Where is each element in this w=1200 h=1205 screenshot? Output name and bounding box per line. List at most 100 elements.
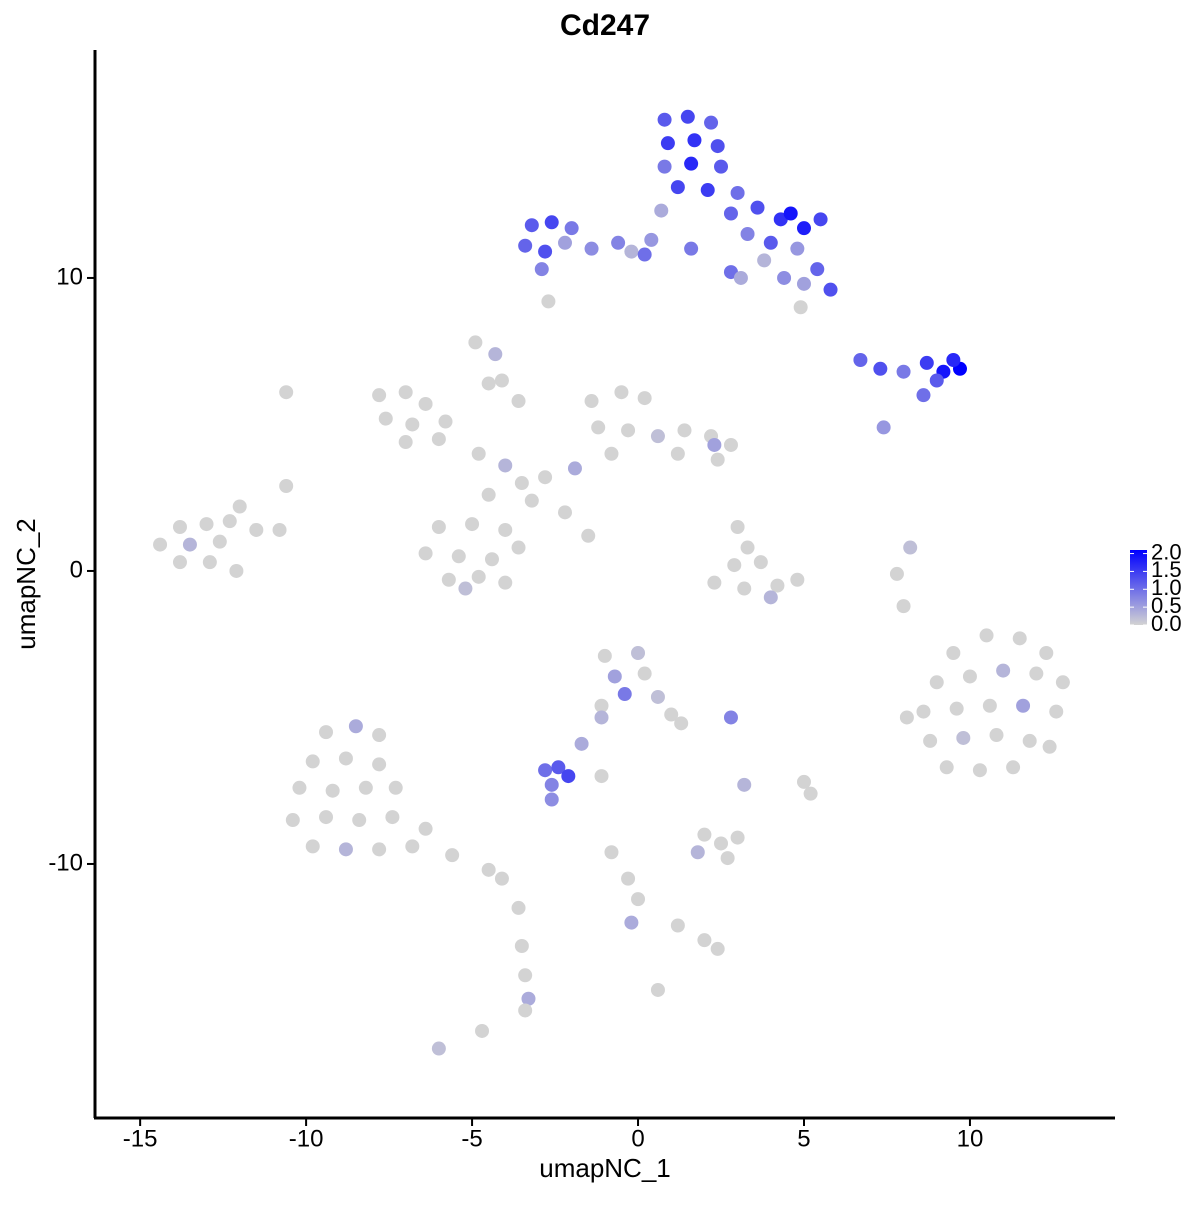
- point: [358, 780, 373, 795]
- point: [796, 276, 811, 291]
- point: [810, 262, 825, 277]
- point: [803, 786, 818, 801]
- point: [684, 241, 699, 256]
- point: [398, 435, 413, 450]
- x-axis-label: umapNC_1: [539, 1153, 671, 1183]
- color-tick-label: 1.0: [1151, 575, 1182, 600]
- point: [660, 136, 675, 151]
- point: [222, 514, 237, 529]
- x-tick-label: 10: [957, 1125, 984, 1152]
- point: [481, 376, 496, 391]
- point: [405, 839, 420, 854]
- point: [723, 437, 738, 452]
- point: [591, 420, 606, 435]
- y-tick-label: -10: [48, 849, 83, 876]
- point: [650, 429, 665, 444]
- point: [558, 235, 573, 250]
- point: [279, 385, 294, 400]
- point: [777, 270, 792, 285]
- point: [544, 777, 559, 792]
- point: [962, 669, 977, 684]
- point: [923, 733, 938, 748]
- point: [558, 505, 573, 520]
- point: [352, 813, 367, 828]
- point: [451, 549, 466, 564]
- point: [338, 842, 353, 857]
- point: [564, 221, 579, 236]
- point: [514, 939, 529, 954]
- point: [956, 730, 971, 745]
- point: [212, 534, 227, 549]
- point: [581, 528, 596, 543]
- point: [498, 575, 513, 590]
- x-tick-label: 5: [797, 1125, 810, 1152]
- color-tick-label: 0.0: [1151, 611, 1182, 636]
- point: [1039, 646, 1054, 661]
- point: [637, 247, 652, 262]
- point: [670, 918, 685, 933]
- point: [285, 813, 300, 828]
- point: [972, 763, 987, 778]
- point: [405, 417, 420, 432]
- point: [431, 432, 446, 447]
- point: [757, 253, 772, 268]
- point: [919, 355, 934, 370]
- y-axis-label: umapNC_2: [11, 518, 41, 650]
- point: [790, 572, 805, 587]
- point: [388, 780, 403, 795]
- point: [202, 555, 217, 570]
- point: [720, 851, 735, 866]
- point: [697, 827, 712, 842]
- point: [737, 581, 752, 596]
- point: [607, 669, 622, 684]
- point: [348, 719, 363, 734]
- point: [770, 578, 785, 593]
- point: [670, 180, 685, 195]
- point: [664, 707, 679, 722]
- point: [594, 710, 609, 725]
- point: [544, 792, 559, 807]
- y-tick-label: 0: [70, 556, 83, 583]
- color-tick-label: 1.5: [1151, 557, 1182, 582]
- point: [903, 540, 918, 555]
- point: [604, 845, 619, 860]
- point: [614, 385, 629, 400]
- point: [534, 262, 549, 277]
- point: [946, 646, 961, 661]
- point: [465, 517, 480, 532]
- point: [723, 710, 738, 725]
- point: [1022, 733, 1037, 748]
- point: [687, 133, 702, 148]
- point: [697, 933, 712, 948]
- point: [1029, 666, 1044, 681]
- point: [514, 476, 529, 491]
- point: [929, 675, 944, 690]
- point: [793, 300, 808, 315]
- point: [494, 373, 509, 388]
- point: [680, 109, 695, 124]
- point: [674, 716, 689, 731]
- point: [385, 810, 400, 825]
- point: [621, 871, 636, 886]
- point: [481, 862, 496, 877]
- point: [431, 520, 446, 535]
- x-tick-label: -5: [461, 1125, 482, 1152]
- point: [475, 1023, 490, 1038]
- point: [704, 115, 719, 130]
- point: [733, 270, 748, 285]
- point: [1006, 760, 1021, 775]
- point: [305, 839, 320, 854]
- x-tick-label: -15: [123, 1125, 158, 1152]
- point: [561, 769, 576, 784]
- point: [684, 156, 699, 171]
- point: [538, 470, 553, 485]
- point: [650, 982, 665, 997]
- point: [521, 991, 536, 1006]
- chart-title: Cd247: [560, 9, 650, 42]
- point: [229, 563, 244, 578]
- point: [896, 364, 911, 379]
- color-tick-label: 0.5: [1151, 593, 1182, 618]
- point: [753, 555, 768, 570]
- point: [511, 394, 526, 409]
